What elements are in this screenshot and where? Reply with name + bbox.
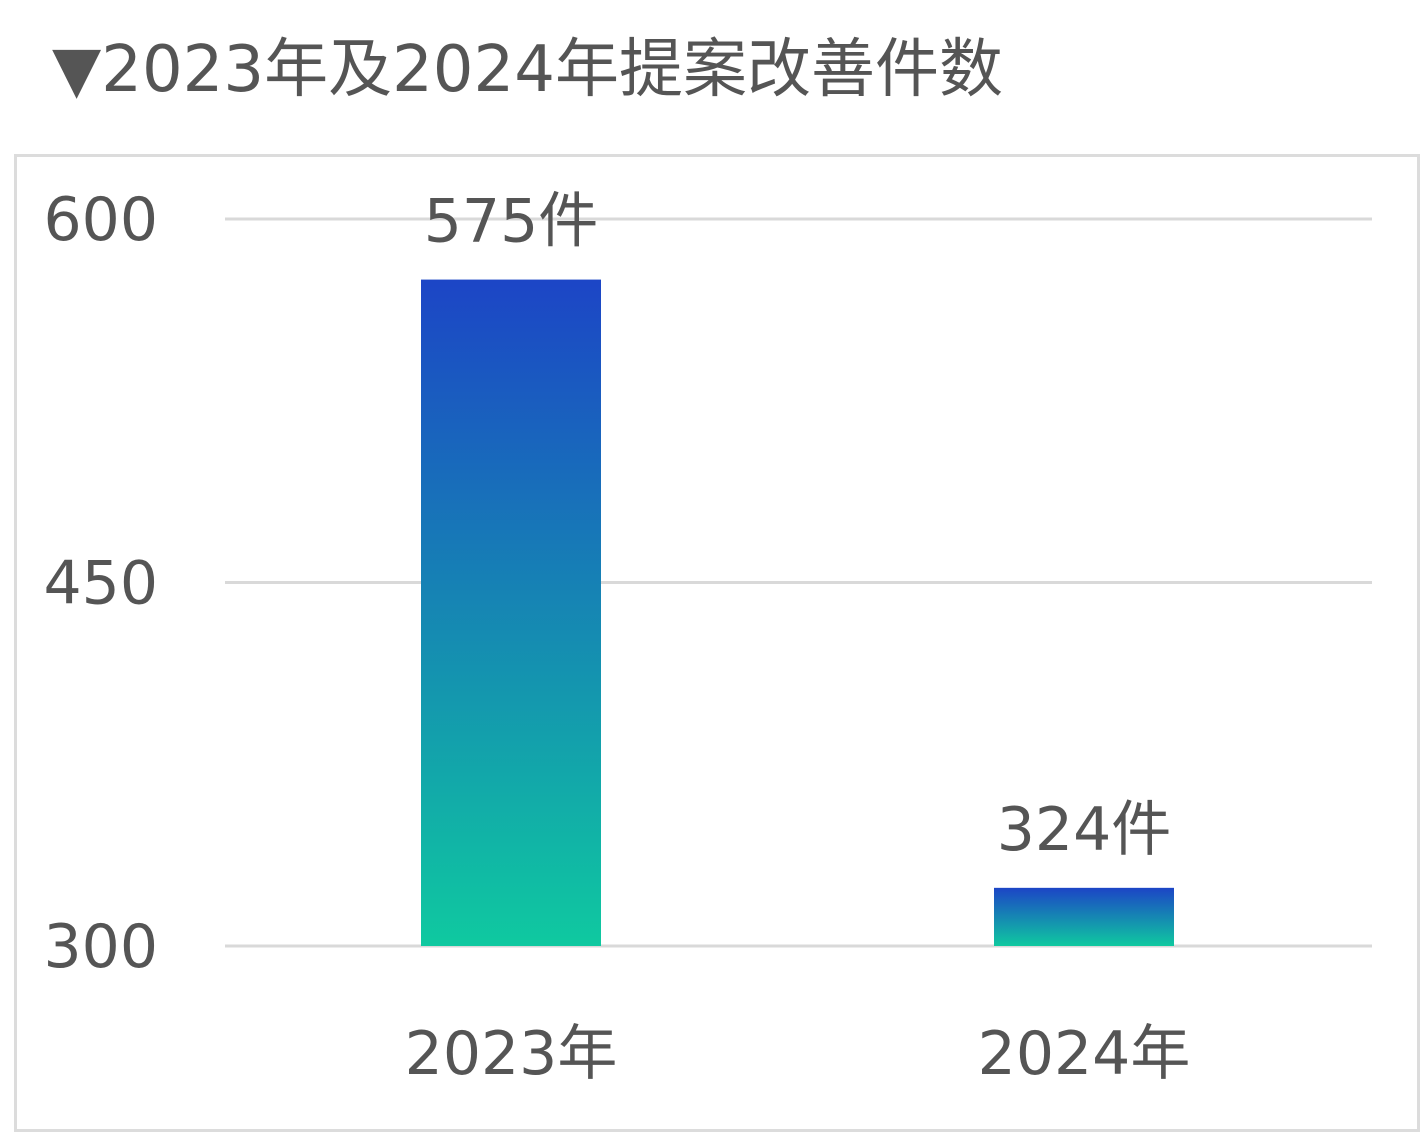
x-axis-categories: 2023年 2024年 [405, 1019, 1191, 1089]
y-tick-label: 600 [43, 185, 158, 255]
y-tick-label: 300 [43, 912, 158, 982]
y-tick-label: 450 [43, 549, 158, 619]
x-category-label: 2024年 [978, 1019, 1191, 1089]
chart-frame [14, 154, 1420, 1132]
page-title: ▼2023年及2024年提案改善件数 [52, 33, 1003, 107]
data-labels: 575件 324件 [424, 187, 1172, 865]
bars [421, 279, 1174, 946]
gridlines [225, 217, 1372, 948]
y-axis-ticks: 300 450 600 [43, 185, 158, 982]
bar [994, 887, 1174, 946]
bar [421, 279, 601, 946]
bar-data-label: 575件 [424, 187, 599, 257]
bar-data-label: 324件 [997, 795, 1172, 865]
x-category-label: 2023年 [405, 1019, 618, 1089]
